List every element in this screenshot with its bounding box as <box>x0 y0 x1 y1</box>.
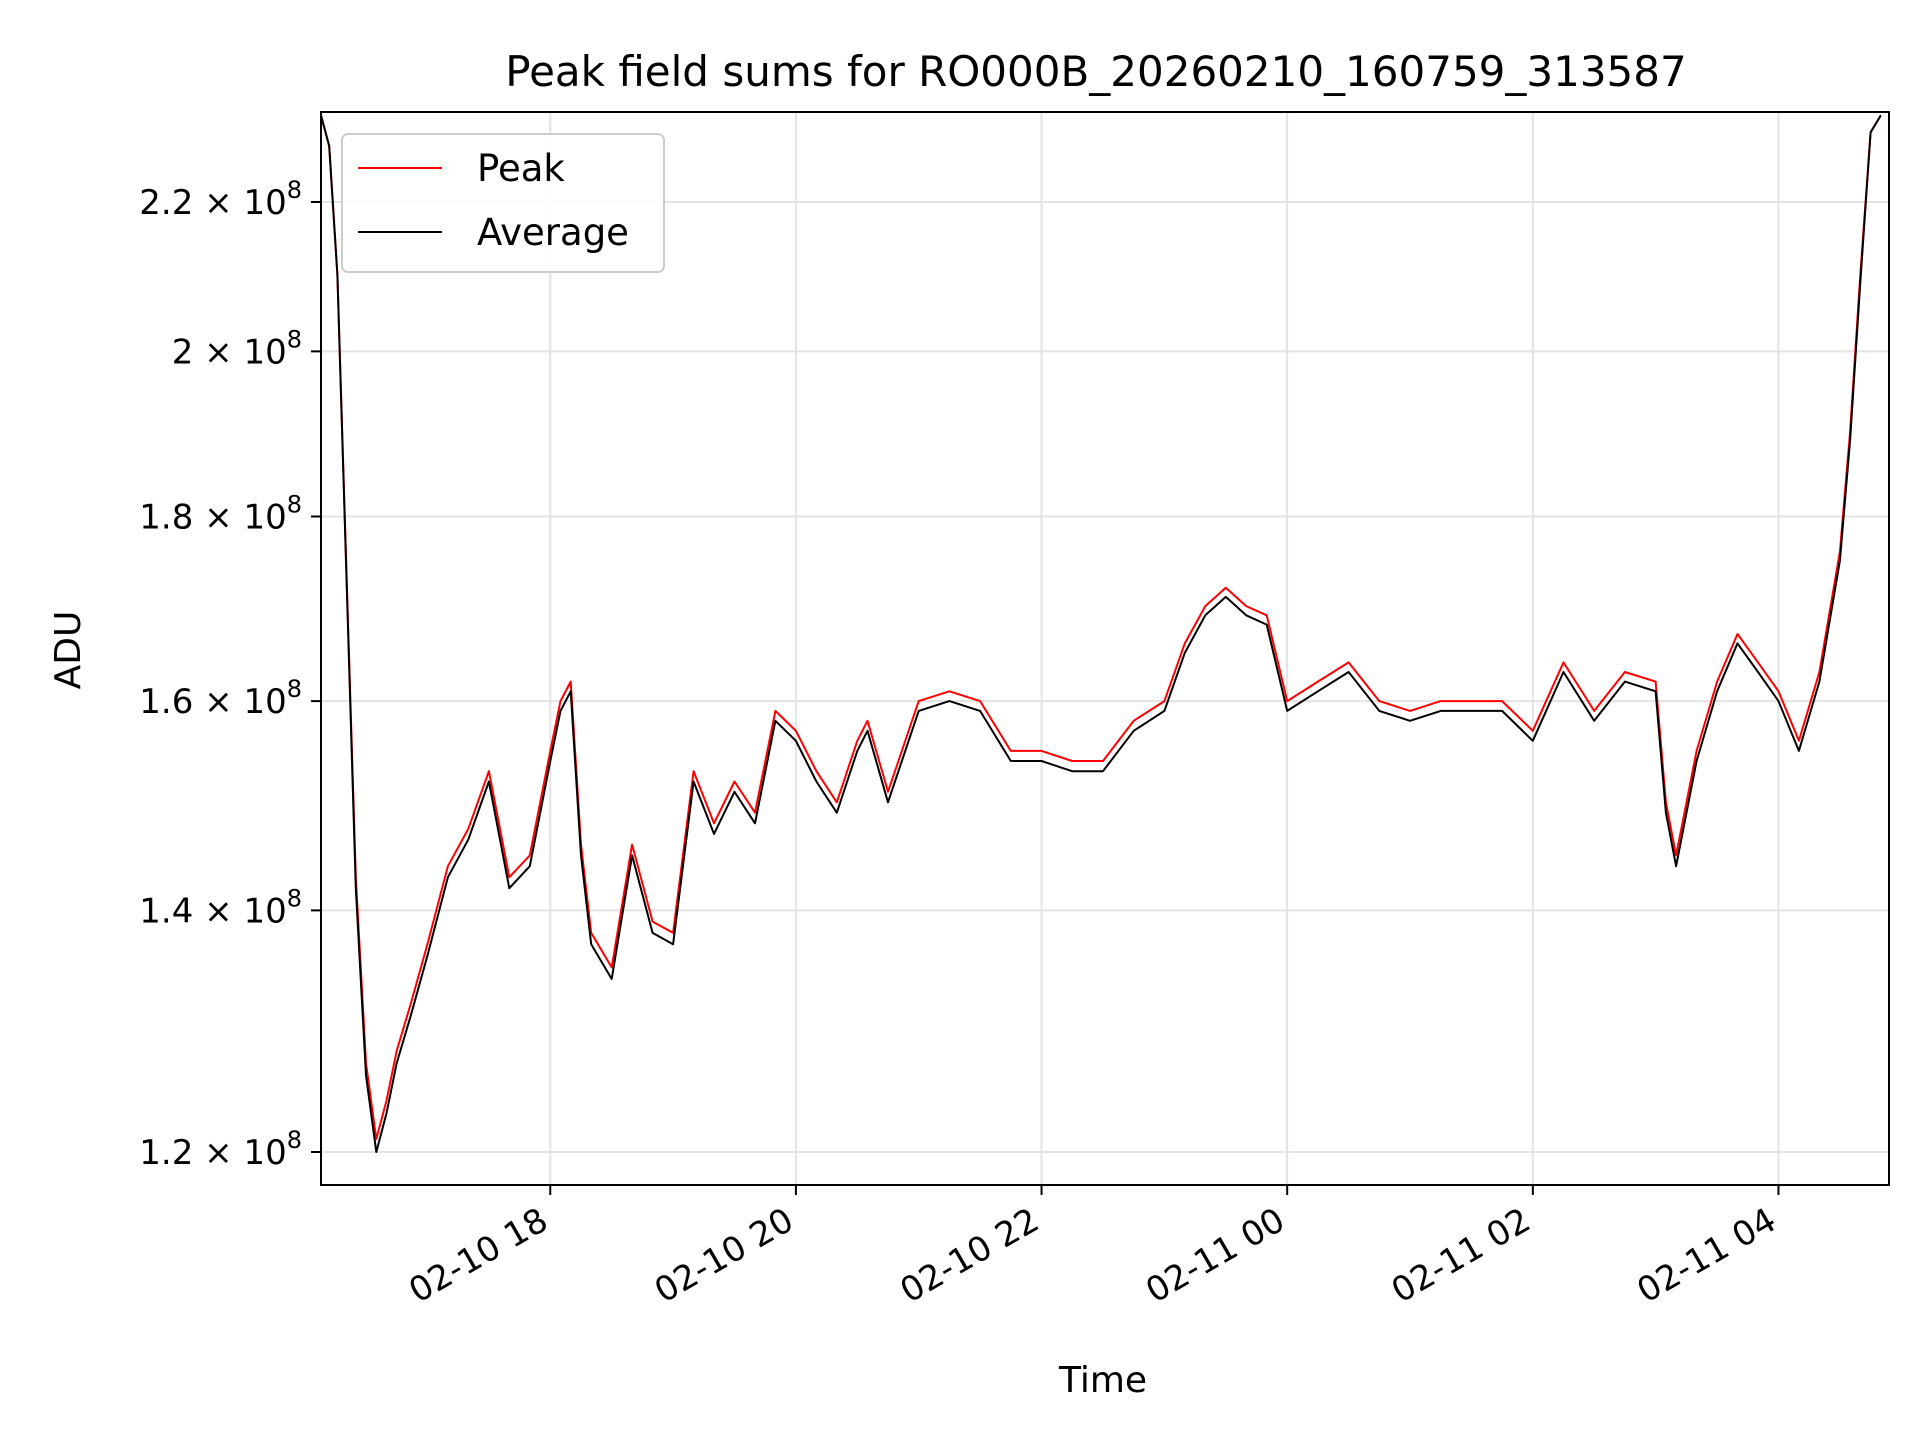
plot-frame <box>320 111 1890 1186</box>
y-tick-label: 1.2 × 108 <box>139 1126 302 1173</box>
grid-lines <box>311 112 1889 1195</box>
y-tick-mantissa: 2.2 × 10 <box>139 183 286 223</box>
y-tick-label: 1.6 × 108 <box>139 675 302 722</box>
x-tick-label: 02-10 20 <box>648 1200 800 1311</box>
legend: Peak Average <box>341 133 665 273</box>
x-tick-label: 02-11 00 <box>1139 1200 1291 1311</box>
y-tick-exponent: 8 <box>287 884 302 912</box>
y-tick-mantissa: 1.4 × 10 <box>139 891 286 931</box>
y-tick-label: 1.4 × 108 <box>139 884 302 931</box>
x-tick-label: 02-10 18 <box>402 1200 554 1311</box>
y-tick-mantissa: 2 × 10 <box>172 332 287 372</box>
series-lines <box>320 114 1882 1153</box>
legend-label-average: Average <box>477 211 629 254</box>
y-tick-label: 1.8 × 108 <box>139 491 302 538</box>
x-tick-labels: 02-10 18 02-10 20 02-10 22 02-11 00 02-11 02… <box>402 1200 1783 1311</box>
y-tick-exponent: 8 <box>287 675 302 703</box>
y-tick-mantissa: 1.6 × 10 <box>139 682 286 722</box>
series-line-peak <box>320 114 1882 1140</box>
y-tick-exponent: 8 <box>287 491 302 519</box>
y-tick-exponent: 8 <box>287 1126 302 1154</box>
y-tick-label: 2 × 108 <box>172 325 302 372</box>
series-line-average <box>320 114 1882 1153</box>
y-axis-label: ADU <box>48 611 89 690</box>
x-tick-label: 02-11 04 <box>1631 1200 1783 1311</box>
y-tick-mantissa: 1.2 × 10 <box>139 1133 286 1173</box>
y-tick-mantissa: 1.8 × 10 <box>139 498 286 538</box>
x-tick-label: 02-10 22 <box>894 1200 1046 1311</box>
x-axis-label: Time <box>1058 1360 1147 1401</box>
chart-title: Peak field sums for RO000B_20260210_1607… <box>505 47 1686 96</box>
y-tick-label: 2.2 × 108 <box>139 176 302 223</box>
x-tick-label: 02-11 02 <box>1385 1200 1537 1311</box>
y-tick-exponent: 8 <box>287 176 302 204</box>
y-tick-exponent: 8 <box>287 325 302 353</box>
legend-label-peak: Peak <box>477 147 565 190</box>
